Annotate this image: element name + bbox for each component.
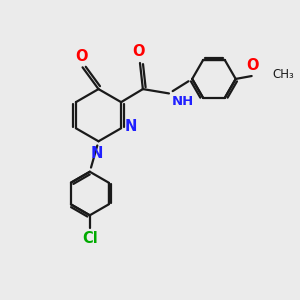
Text: Cl: Cl bbox=[82, 231, 98, 246]
Text: N: N bbox=[124, 119, 137, 134]
Text: O: O bbox=[75, 49, 87, 64]
Text: O: O bbox=[246, 58, 259, 73]
Text: N: N bbox=[91, 146, 103, 160]
Text: CH₃: CH₃ bbox=[272, 68, 294, 81]
Text: O: O bbox=[132, 44, 145, 59]
Text: NH: NH bbox=[171, 95, 194, 108]
